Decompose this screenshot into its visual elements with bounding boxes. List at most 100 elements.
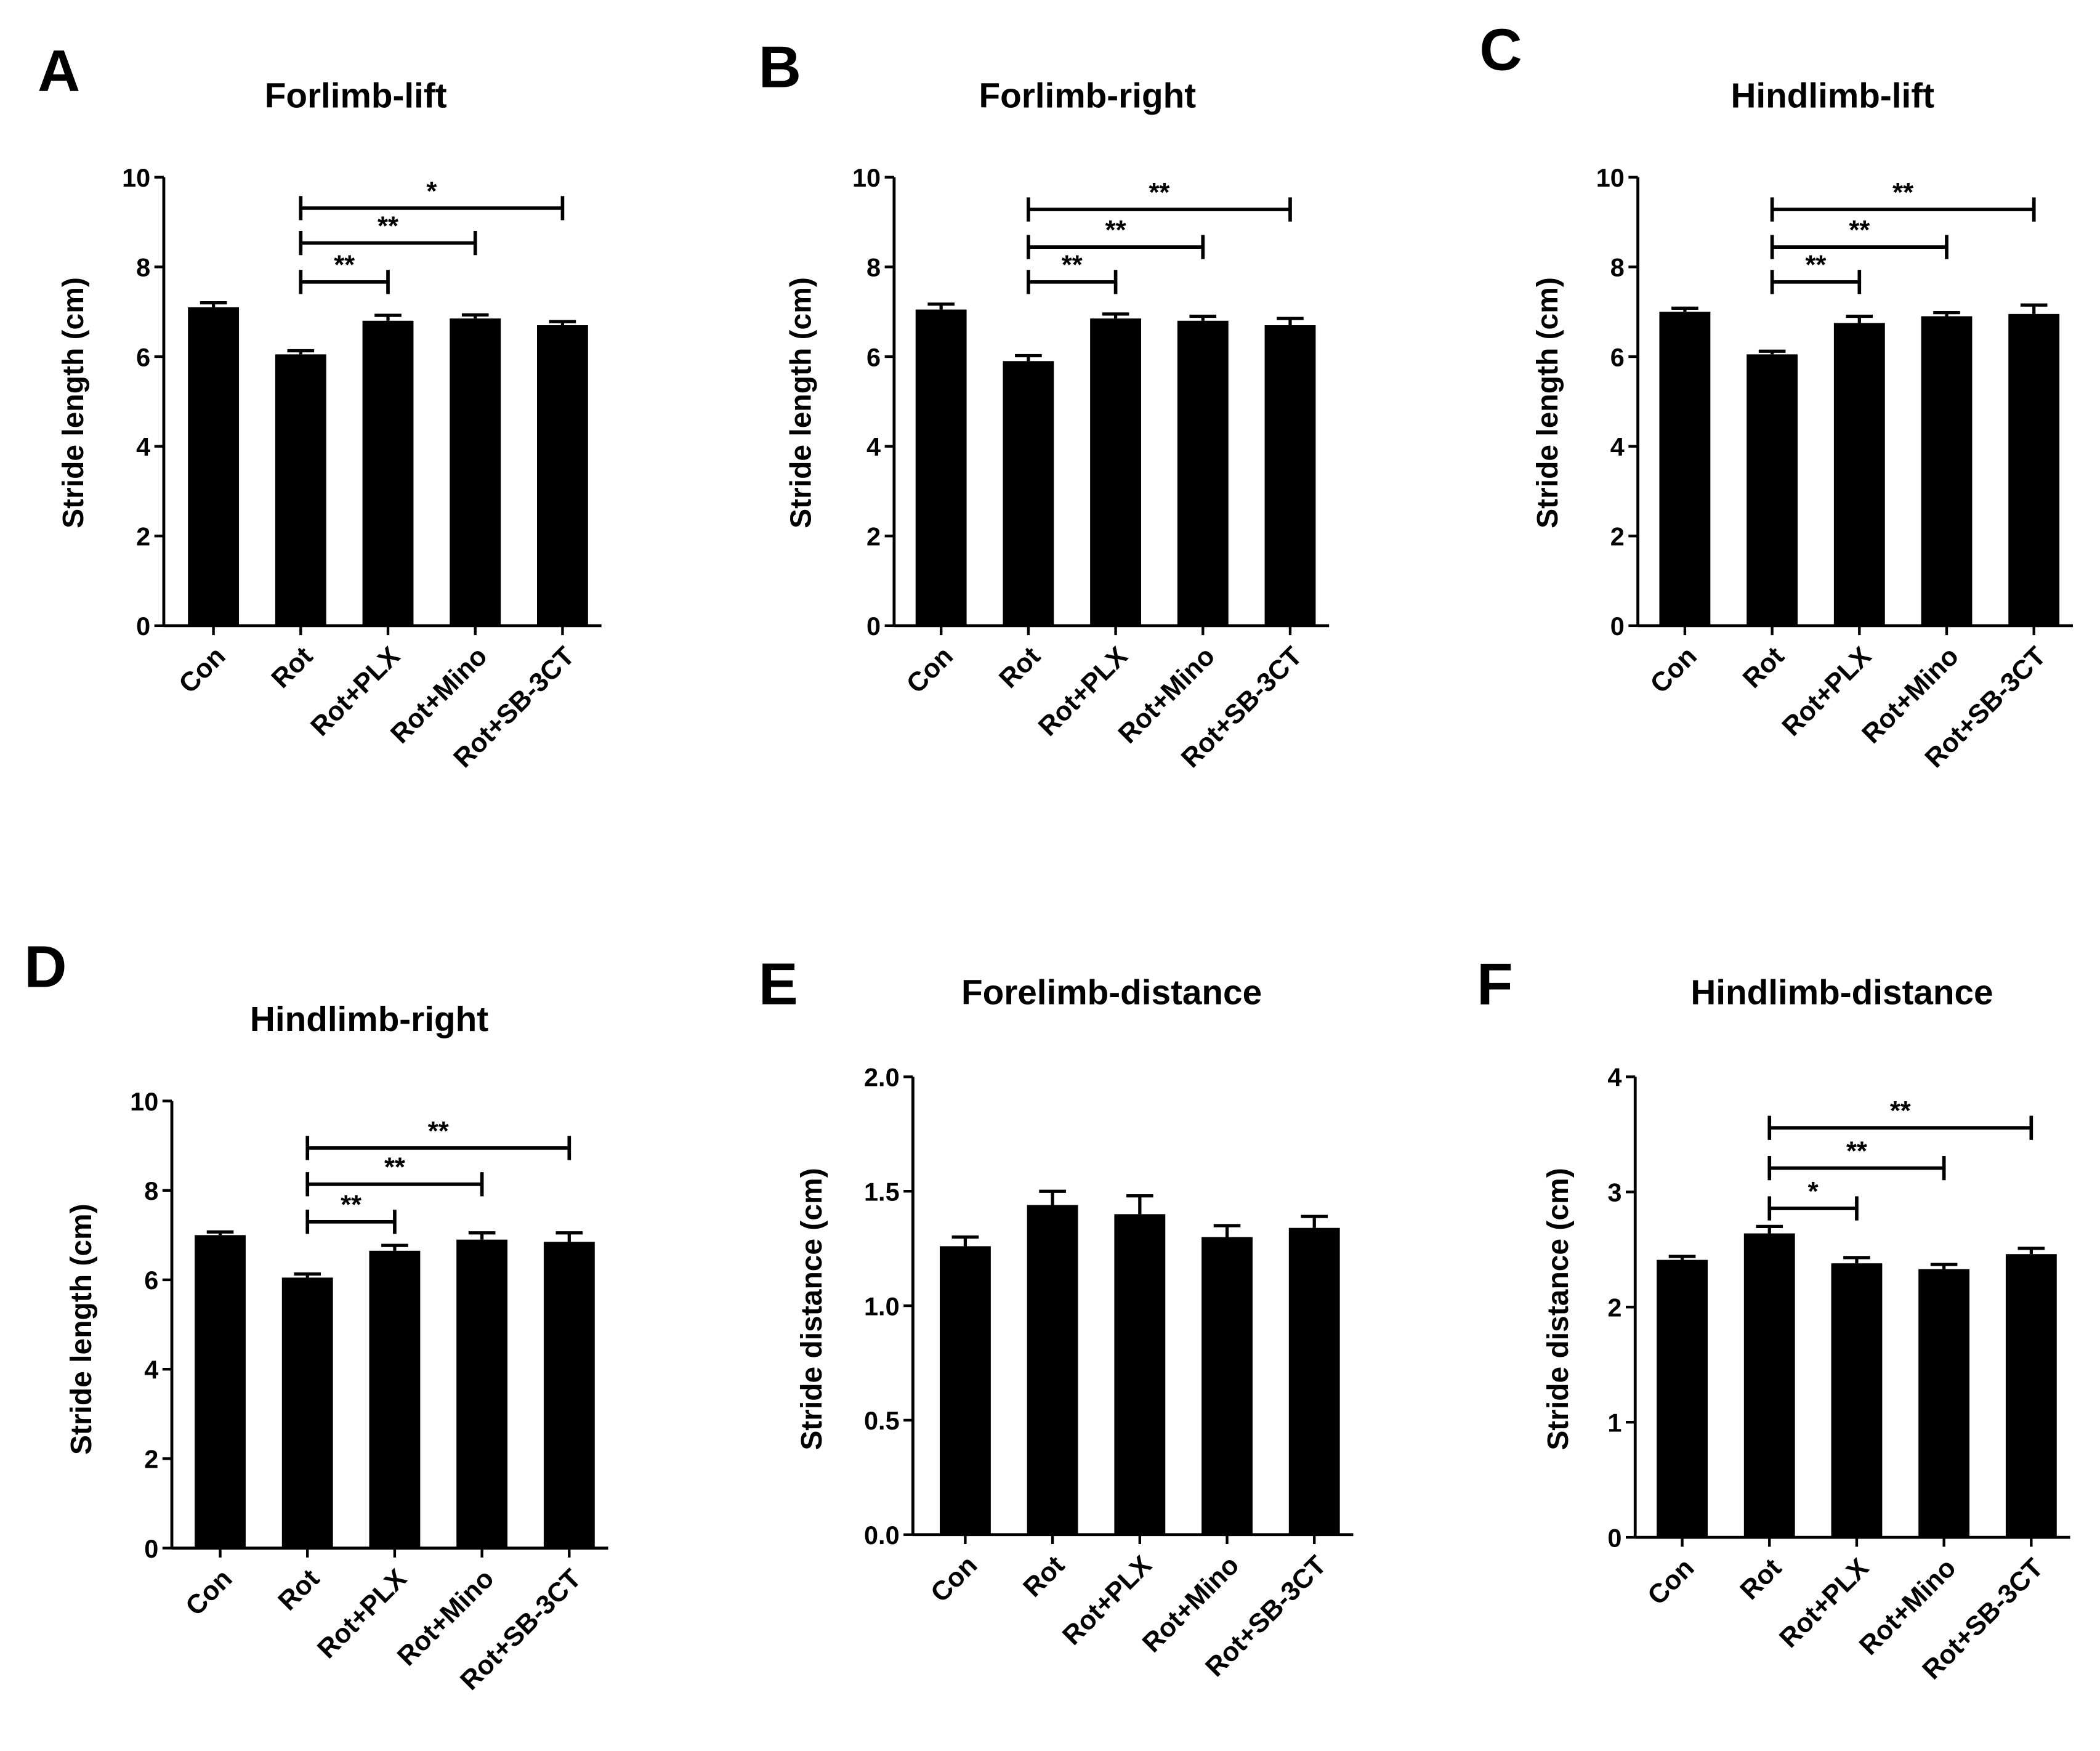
significance-label: ** bbox=[341, 1191, 361, 1220]
bar-rot-sb-3ct bbox=[543, 1242, 595, 1548]
bar-rot-plx bbox=[362, 320, 414, 626]
bar-rot bbox=[1743, 1233, 1795, 1538]
bar-rot-plx bbox=[1831, 1263, 1883, 1538]
bar-con bbox=[188, 307, 240, 626]
y-tick-label: 0.5 bbox=[864, 1407, 900, 1435]
y-tick-label: 6 bbox=[144, 1266, 158, 1295]
bar-rot bbox=[1027, 1205, 1078, 1535]
x-tick-label: Rot bbox=[266, 641, 318, 694]
y-tick-label: 2 bbox=[866, 523, 881, 551]
y-tick-label: 4 bbox=[1610, 433, 1625, 461]
y-tick-label: 1.5 bbox=[864, 1178, 900, 1206]
significance-label: ** bbox=[428, 1117, 449, 1146]
x-tick-label: Con bbox=[174, 641, 232, 699]
panel-b: B Forlimb-right Stride length (cm) 0 2 4 6 8 10 C… bbox=[759, 34, 1330, 774]
significance-label: ** bbox=[384, 1153, 405, 1183]
panel-a: A Forlimb-lift Stride length (cm) 0 2 4 6 8 10 Co… bbox=[38, 38, 602, 774]
y-axis-label: Stride distance (cm) bbox=[1542, 1168, 1575, 1450]
significance-label: ** bbox=[1105, 216, 1126, 245]
bar-rot-plx bbox=[369, 1250, 421, 1548]
y-tick-label: 3 bbox=[1607, 1179, 1621, 1207]
bar-rot-mino bbox=[456, 1239, 508, 1548]
y-tick-label: 2 bbox=[136, 523, 150, 551]
y-axis-label: Stride length (cm) bbox=[1532, 277, 1564, 528]
panel-letter: E bbox=[759, 952, 798, 1017]
significance-label: ** bbox=[378, 212, 398, 241]
y-tick-label: 2 bbox=[144, 1446, 158, 1474]
x-tick-label: Con bbox=[925, 1550, 983, 1608]
y-tick-label: 1.0 bbox=[864, 1292, 900, 1320]
significance-label: ** bbox=[1892, 178, 1913, 208]
y-tick-label: 10 bbox=[852, 164, 881, 192]
x-tick-label: Rot bbox=[993, 641, 1046, 694]
chart-title: Forelimb-distance bbox=[961, 974, 1262, 1013]
y-axis-label: Stride length (cm) bbox=[785, 277, 818, 528]
y-tick-label: 0 bbox=[1607, 1524, 1621, 1552]
y-tick-label: 4 bbox=[144, 1356, 158, 1384]
significance-label: ** bbox=[1849, 216, 1870, 245]
chart-title: Forlimb-lift bbox=[265, 76, 447, 115]
y-tick-label: 4 bbox=[866, 433, 881, 461]
panel-letter: C bbox=[1479, 17, 1522, 83]
bar-rot-sb-3ct bbox=[2008, 313, 2060, 626]
x-tick-label: Con bbox=[180, 1564, 238, 1622]
bar-rot-mino bbox=[1921, 316, 1973, 626]
bar-rot-mino bbox=[1201, 1237, 1253, 1535]
panel-d: D Hindlimb-right Stride length (cm) 0 2 4 6 8 10… bbox=[24, 934, 608, 1696]
bar-rot-sb-3ct bbox=[1288, 1227, 1340, 1535]
x-tick-label: Rot bbox=[1735, 1553, 1787, 1606]
x-tick-label: Con bbox=[1645, 641, 1703, 699]
x-tick-label: Rot bbox=[1018, 1550, 1070, 1603]
y-tick-label: 0 bbox=[1610, 612, 1625, 641]
x-tick-label: Rot bbox=[1737, 641, 1790, 694]
bar-con bbox=[1657, 1260, 1708, 1538]
y-tick-label: 8 bbox=[866, 254, 881, 282]
chart-title: Hindlimb-right bbox=[250, 1000, 488, 1039]
y-tick-label: 6 bbox=[136, 343, 150, 371]
bar-con bbox=[195, 1235, 246, 1548]
significance-label: * bbox=[426, 177, 437, 206]
y-tick-label: 6 bbox=[866, 343, 881, 371]
y-tick-label: 1 bbox=[1607, 1409, 1621, 1437]
y-tick-label: 0 bbox=[136, 612, 150, 641]
panel-f: F Hindlimb-distance Stride distance (cm) 0 1… bbox=[1477, 952, 2070, 1685]
x-tick-label: Rot bbox=[273, 1564, 325, 1616]
bar-rot-mino bbox=[1177, 320, 1229, 626]
bar-rot-sb-3ct bbox=[2005, 1254, 2057, 1538]
y-tick-label: 2 bbox=[1610, 523, 1625, 551]
panel-e: E Forelimb-distance Stride distance (cm) 0.… bbox=[759, 952, 1354, 1683]
significance-label: ** bbox=[1062, 251, 1083, 280]
chart-title: Hindlimb-distance bbox=[1690, 974, 1993, 1013]
panel-letter: F bbox=[1477, 952, 1513, 1017]
y-tick-label: 10 bbox=[130, 1088, 158, 1116]
bar-rot bbox=[275, 354, 326, 626]
bar-rot-sb-3ct bbox=[537, 325, 588, 626]
y-tick-label: 10 bbox=[122, 164, 150, 192]
bar-con bbox=[1659, 312, 1711, 626]
y-tick-label: 0.0 bbox=[864, 1521, 900, 1550]
panel-c: C Hindlimb-lift Stride length (cm) 0 2 4 6 8 10 C… bbox=[1479, 17, 2073, 774]
chart-title: Forlimb-right bbox=[979, 76, 1197, 115]
significance-label: ** bbox=[1846, 1137, 1867, 1167]
y-tick-label: 0 bbox=[866, 612, 881, 641]
bar-rot-plx bbox=[1090, 318, 1141, 626]
significance-label: ** bbox=[334, 251, 355, 280]
y-tick-label: 10 bbox=[1596, 164, 1625, 192]
bar-rot bbox=[281, 1277, 333, 1548]
x-tick-label: Con bbox=[1642, 1553, 1700, 1611]
bar-rot-plx bbox=[1114, 1214, 1166, 1535]
y-tick-label: 6 bbox=[1610, 343, 1625, 371]
bar-con bbox=[915, 309, 967, 626]
significance-label: ** bbox=[1805, 251, 1826, 280]
bar-rot-sb-3ct bbox=[1264, 325, 1316, 626]
y-tick-label: 4 bbox=[136, 433, 150, 461]
bar-rot-mino bbox=[1918, 1269, 1970, 1538]
y-tick-label: 4 bbox=[1607, 1064, 1621, 1092]
x-tick-label: Con bbox=[901, 641, 959, 699]
y-tick-label: 8 bbox=[1610, 254, 1625, 282]
y-axis-label: Stride length (cm) bbox=[65, 1203, 98, 1455]
y-axis-label: Stride distance (cm) bbox=[796, 1168, 828, 1450]
y-tick-label: 2.0 bbox=[864, 1064, 900, 1092]
bar-rot-mino bbox=[450, 318, 501, 626]
